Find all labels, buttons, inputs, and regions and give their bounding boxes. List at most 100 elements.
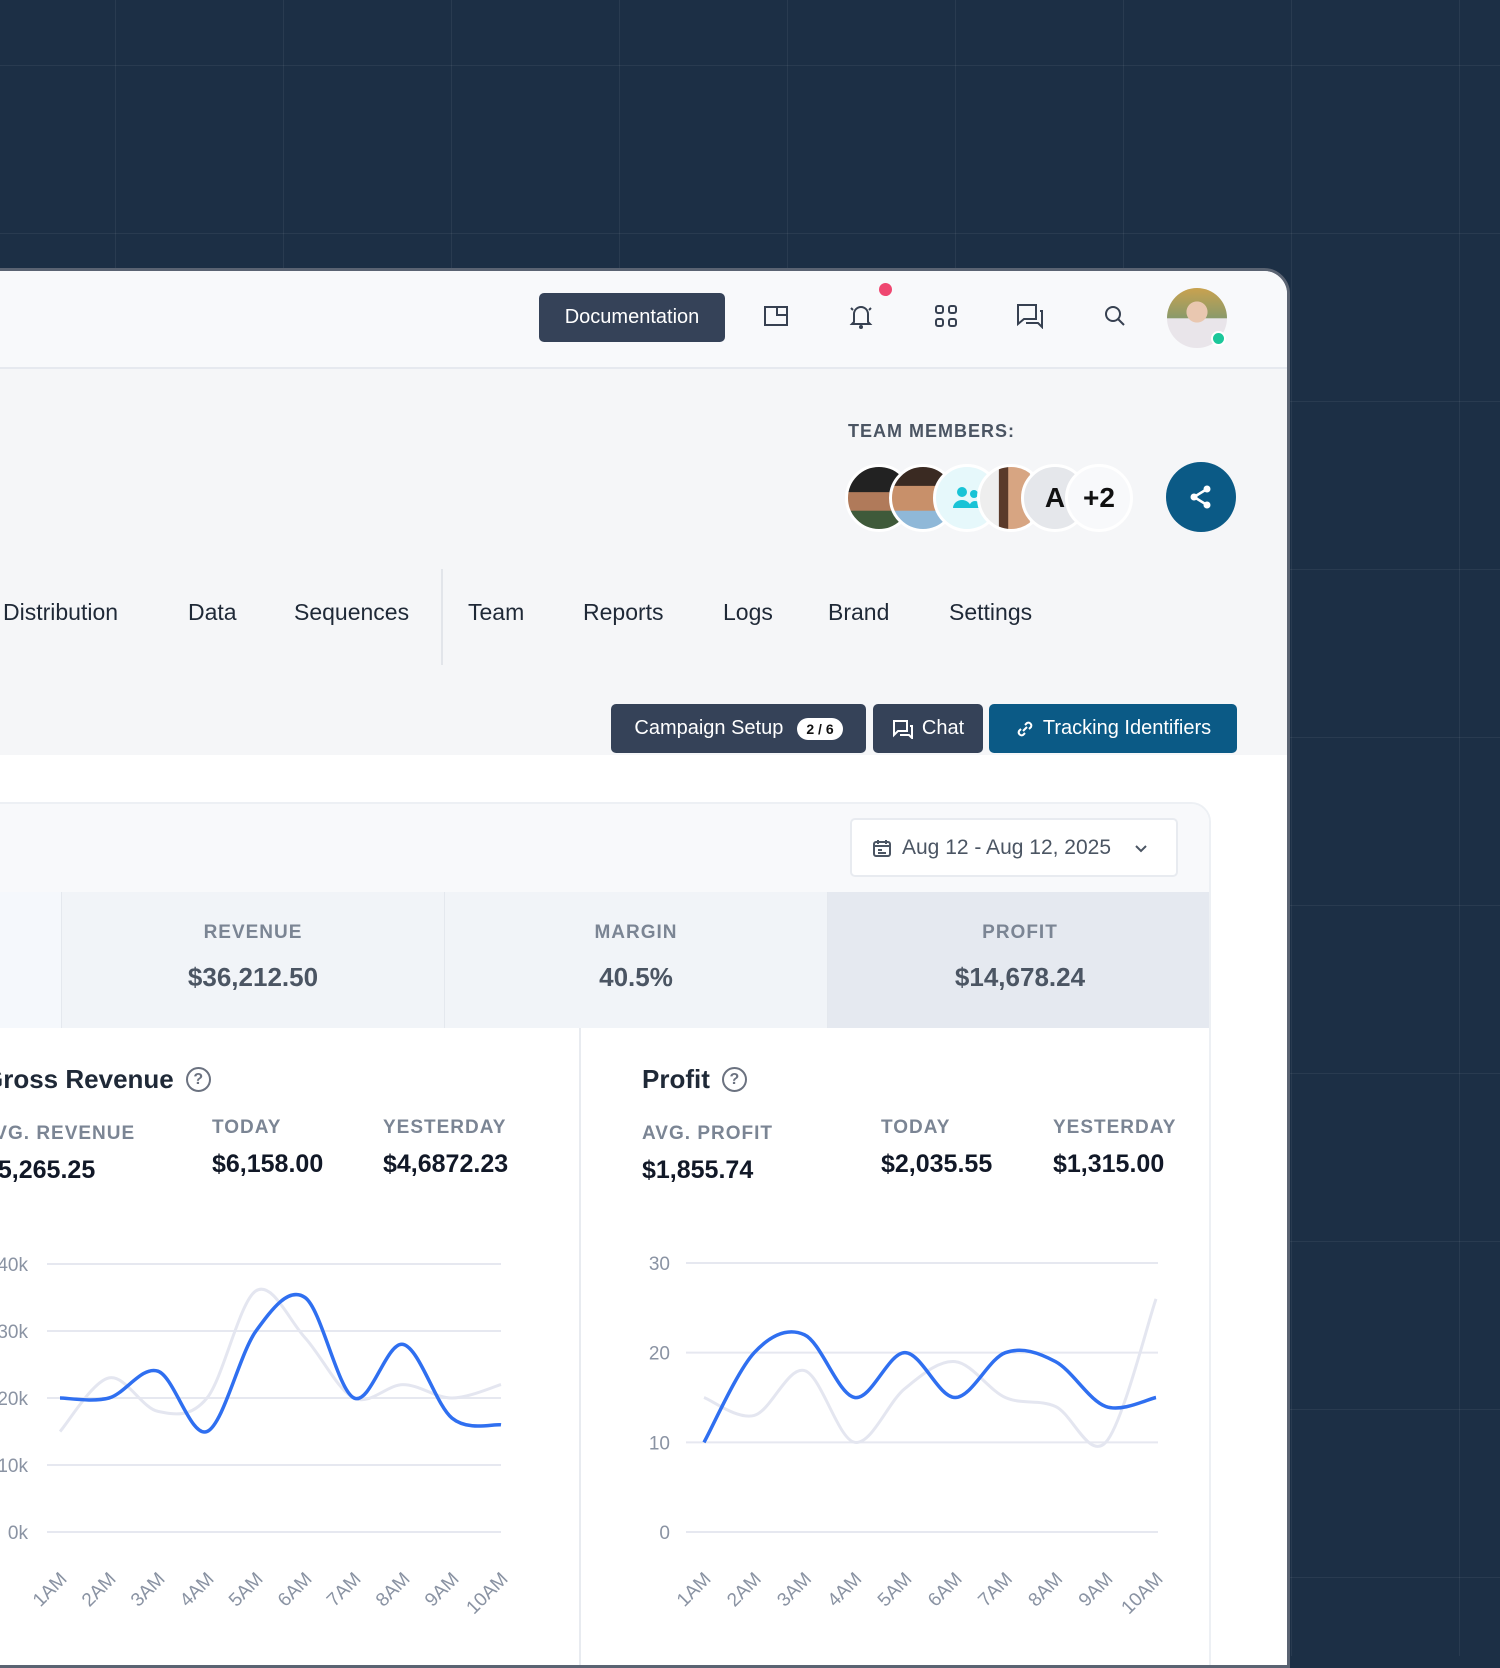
stat-profit: PROFIT $14,678.24	[828, 892, 1209, 1028]
tracking-label: Tracking Identifiers	[1042, 717, 1212, 739]
series-line	[703, 1298, 1158, 1448]
y-tick-label: 20	[649, 1344, 670, 1365]
x-tick-label: 1AM	[673, 1569, 715, 1611]
stat-label: PROFIT	[982, 922, 1058, 943]
tab-distribution[interactable]: Distribution	[3, 599, 119, 625]
analytics-card: Aug 12 - Aug 12, 2025 REVENUE $36,212.50 …	[0, 802, 1211, 1665]
chat-icon[interactable]	[1015, 301, 1045, 331]
x-tick-label: 3AM	[773, 1569, 815, 1611]
y-tick-label: 10k	[0, 1456, 28, 1477]
y-tick-label: 40k	[0, 1255, 28, 1276]
tab-settings[interactable]: Settings	[949, 599, 1033, 625]
tab-sequences[interactable]: Sequences	[294, 599, 410, 625]
notification-dot	[879, 283, 892, 296]
title-text: Profit	[642, 1064, 710, 1094]
series-line	[702, 1330, 1157, 1444]
yesterday-value: $4,6872.23	[383, 1150, 509, 1178]
chat-icon	[892, 719, 913, 739]
avg-revenue-label: AVG. REVENUE	[0, 1123, 136, 1144]
share-icon	[1190, 485, 1211, 509]
tab-reports[interactable]: Reports	[583, 599, 664, 625]
search-icon[interactable]	[1100, 301, 1130, 331]
yesterday-label: YESTERDAY	[383, 1117, 507, 1138]
stat-margin: MARGIN 40.5%	[445, 892, 828, 1028]
stat-value: $14,678.24	[954, 962, 1086, 992]
chat-button[interactable]: Chat	[873, 704, 983, 753]
link-icon	[1017, 721, 1033, 736]
x-tick-label: 9AM	[1075, 1569, 1117, 1611]
help-icon[interactable]: ?	[721, 1067, 747, 1092]
yesterday-value: $1,315.00	[1053, 1150, 1165, 1178]
chat-label: Chat	[921, 717, 965, 739]
stat-label: MARGIN	[594, 922, 678, 943]
y-tick-label: 20k	[0, 1389, 28, 1410]
stat-value: 40.5%	[599, 962, 673, 992]
share-button[interactable]	[1166, 462, 1236, 532]
series-line	[59, 1292, 502, 1434]
x-tick-label: 6AM	[274, 1569, 316, 1611]
card-header: Aug 12 - Aug 12, 2025	[0, 804, 1209, 892]
app-window: Documentation TEAM MEMBERS: A +2 Distrib…	[0, 268, 1290, 1668]
today-value: $6,158.00	[212, 1150, 324, 1178]
x-tick-label: 6AM	[924, 1569, 966, 1611]
x-tick-label: 1AM	[29, 1569, 71, 1611]
top-bar: Documentation	[0, 271, 1287, 369]
today-value: $2,035.55	[881, 1150, 993, 1178]
today-label: TODAY	[212, 1117, 282, 1138]
x-tick-label: 10AM	[463, 1569, 513, 1619]
x-tick-label: 5AM	[874, 1569, 916, 1611]
chevron-down-icon	[1135, 844, 1147, 852]
date-range-picker[interactable]: Aug 12 - Aug 12, 2025	[850, 818, 1178, 877]
date-range-value: Aug 12 - Aug 12, 2025	[902, 835, 1112, 859]
yesterday-label: YESTERDAY	[1053, 1117, 1177, 1138]
stat-revenue: REVENUE $36,212.50	[62, 892, 445, 1028]
tab-team[interactable]: Team	[468, 599, 525, 625]
campaign-setup-label: Campaign Setup	[634, 717, 784, 739]
more-members-count[interactable]: +2	[1065, 464, 1133, 532]
x-tick-label: 2AM	[723, 1569, 765, 1611]
grid-icon[interactable]	[931, 301, 961, 331]
tab-logs[interactable]: Logs	[723, 599, 773, 625]
tab-data[interactable]: Data	[188, 599, 237, 625]
chart-divider	[579, 1028, 581, 1665]
y-tick-label: 30	[649, 1254, 670, 1275]
x-tick-label: 7AM	[974, 1569, 1016, 1611]
avg-revenue-value: $5,265.25	[0, 1156, 96, 1184]
project-header: TEAM MEMBERS: A +2 Distribution Data Seq…	[0, 369, 1287, 755]
stat-label: REVENUE	[203, 922, 303, 943]
documentation-button[interactable]: Documentation	[539, 293, 725, 342]
tracking-identifiers-button[interactable]: Tracking Identifiers	[989, 704, 1237, 753]
help-icon[interactable]: ?	[185, 1067, 211, 1092]
x-tick-label: 9AM	[421, 1569, 463, 1611]
x-tick-label: 7AM	[323, 1569, 365, 1611]
x-tick-label: 2AM	[78, 1569, 120, 1611]
y-tick-label: 10	[649, 1433, 670, 1454]
x-tick-label: 4AM	[176, 1569, 218, 1611]
tab-divider	[441, 569, 443, 665]
calendar-icon	[873, 839, 891, 857]
window-icon[interactable]	[761, 301, 791, 331]
x-tick-label: 8AM	[372, 1569, 414, 1611]
bell-icon[interactable]	[846, 301, 876, 331]
x-tick-label: 4AM	[824, 1569, 866, 1611]
x-tick-label: 5AM	[225, 1569, 267, 1611]
stat-cell	[0, 892, 62, 1028]
series-line	[58, 1287, 502, 1433]
stat-value: $36,212.50	[187, 962, 319, 992]
progress-badge: 2 / 6	[797, 717, 843, 740]
tab-brand[interactable]: Brand	[828, 599, 890, 625]
y-tick-label: 0k	[8, 1523, 29, 1544]
title-text: Gross Revenue	[0, 1064, 174, 1094]
avg-profit-label: AVG. PROFIT	[642, 1123, 773, 1144]
x-tick-label: 8AM	[1025, 1569, 1067, 1611]
x-tick-label: 10AM	[1118, 1569, 1168, 1619]
team-members-label: TEAM MEMBERS:	[848, 421, 1015, 441]
profit-chart-title: Profit?	[642, 1064, 747, 1095]
x-tick-label: 3AM	[127, 1569, 169, 1611]
campaign-setup-button[interactable]: Campaign Setup 2 / 6	[611, 704, 866, 753]
revenue-chart-title: Gross Revenue?	[0, 1064, 211, 1095]
y-tick-label: 0	[659, 1523, 670, 1544]
online-status-dot	[1211, 331, 1226, 346]
y-tick-label: 30k	[0, 1322, 28, 1343]
